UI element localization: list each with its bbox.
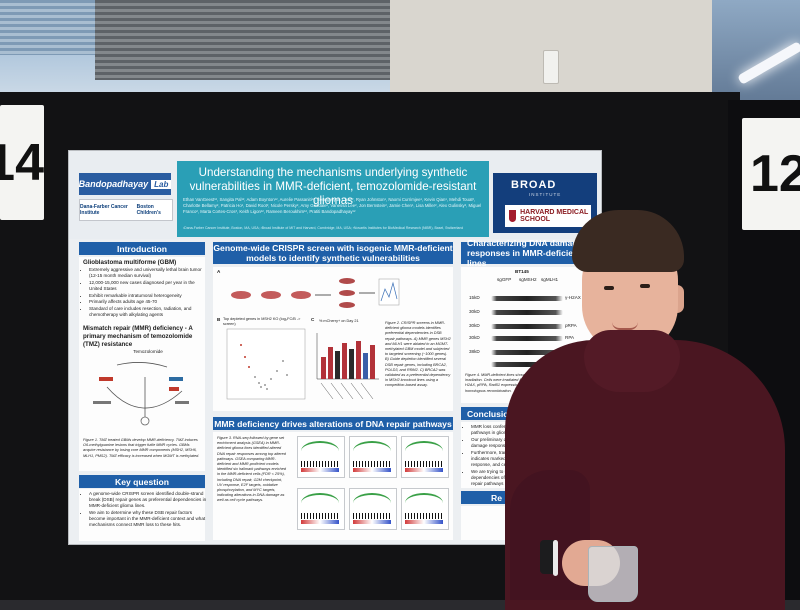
gsea-plot [401, 436, 449, 478]
crispr-screen-heading: Genome-wide CRISPR screen with isogenic … [213, 242, 453, 264]
broad-logo: BROAD [511, 179, 557, 191]
western-blot-band [491, 310, 563, 315]
window-blinds [95, 0, 390, 80]
band-protein: γ-H2AX [565, 295, 581, 300]
wall-sensor [543, 50, 559, 84]
key-question-bullets: A genome-wide CRISPR screen identified d… [81, 491, 209, 529]
band-kda: 30kD [469, 335, 480, 340]
gbm-bullet: Exhibit remarkable intratumoral heteroge… [89, 293, 209, 299]
introduction-heading: Introduction [79, 242, 205, 255]
western-blot-band [491, 296, 563, 301]
gbm-bullet: Primarily affects adults age 45-70 [89, 299, 209, 305]
key-question-bullet: A genome-wide CRISPR screen identified d… [89, 491, 209, 510]
western-blot-band [491, 362, 563, 367]
figure-1-caption: Figure 1. TMZ treated GBMs develop MMR-d… [83, 438, 200, 458]
key-question-heading: Key question [79, 475, 205, 488]
lane-label: sgMLH1 [541, 277, 559, 282]
booth-number-right: 12 [742, 118, 800, 230]
western-blot-band [491, 324, 563, 329]
research-poster: Bandopadhayay Lab Dana-Farber Cancer Ins… [68, 150, 602, 545]
mmr-title: Mismatch repair (MMR) deficiency - A pri… [83, 325, 193, 348]
references-panel [461, 506, 601, 540]
panel-label-b: B [217, 317, 221, 322]
conclusions-bullets: MMR loss confers preferential dependenci… [463, 424, 601, 488]
hms-logo-text: HARVARD MEDICAL SCHOOL [520, 209, 589, 223]
poster-title: Understanding the mechanisms underlying … [189, 166, 477, 207]
lab-logo-word: Lab [151, 179, 172, 189]
gbm-bullets: Extremely aggressive and universally let… [81, 267, 209, 319]
bar-chart-title: % mCherry+ on Day 21 [319, 319, 359, 323]
volcano-plot [226, 328, 306, 400]
dana-farber-logo: Dana-Farber Cancer Institute [80, 204, 128, 216]
conclusion-bullet: Our preliminary data suggest MMR-deficie… [471, 437, 601, 449]
booth-number-left: 14 [0, 105, 44, 220]
band-kda: 30kD [469, 323, 480, 328]
broad-logo-sub: INSTITUTE [529, 192, 562, 197]
poster-authors: Ethan VanGeest¹², Sangita Pal¹², Adam Bo… [183, 197, 482, 214]
poster-title-box: Understanding the mechanisms underlying … [177, 161, 489, 237]
key-question-bullet: We aim to determine why these DSB repair… [89, 510, 209, 529]
band-protein: β-actin [565, 361, 579, 366]
gbm-bullet: Extremely aggressive and universally let… [89, 267, 209, 279]
dna-damage-heading: Characterizing DNA damage responses in M… [461, 238, 601, 268]
figure-2-caption: Figure 2. CRISPR screens in MMR-deficien… [385, 321, 451, 388]
poster-header: Bandopadhayay Lab Dana-Farber Cancer Ins… [69, 151, 601, 239]
gsea-plot [349, 488, 397, 530]
key-question-panel: A genome-wide CRISPR screen identified d… [79, 489, 206, 541]
conclusion-bullet: Furthermore, transcriptional profiling o… [471, 450, 601, 469]
gbm-bullet: Standard of care includes resection, rad… [89, 306, 209, 318]
dna-damage-panel: BT145 sgGFP sgMSH2 sgMLH1 15kD γ-H2AX 30… [461, 267, 601, 403]
volcano-plot-title: Top depleted genes in MSH2 KO (log₂FC/B … [223, 317, 301, 327]
repair-heading: MMR deficiency drives alterations of DNA… [213, 417, 453, 430]
tmz-mechanism-diagram [93, 362, 189, 426]
conclusion-bullet: MMR loss confers preferential dependenci… [471, 424, 601, 436]
mcherry-bar-chart [316, 333, 379, 400]
poster-affiliations: ¹Dana-Farber Cancer Institute, Boston, M… [183, 226, 464, 230]
cell-line-label: BT145 [515, 269, 529, 274]
figure-3-caption: Figure 3. RNA-seq followed by gene set e… [217, 436, 287, 503]
gbm-title: Glioblastoma multiforme (GBM) [83, 259, 177, 266]
conclusions-heading: Conclusions & F [461, 407, 601, 420]
panel-label-a: A [217, 269, 221, 274]
lane-label: sgGFP [497, 277, 512, 282]
screen-workflow-diagram [231, 278, 400, 308]
institution-logos: Dana-Farber Cancer Institute Boston Chil… [79, 199, 173, 221]
band-protein: RPA [565, 335, 575, 340]
gsea-plot [297, 436, 345, 478]
band-protein: Rad51 [565, 349, 579, 354]
introduction-panel: Glioblastoma multiforme (GBM) Extremely … [79, 257, 205, 471]
lab-logo-name: Bandopadhayay [78, 179, 149, 189]
repair-panel: Figure 3. RNA-seq followed by gene set e… [213, 432, 453, 540]
sponsor-logos: BROAD INSTITUTE HARVARD MEDICAL SCHOOL [493, 173, 597, 233]
gsea-plot [349, 436, 397, 478]
western-blot-band [491, 350, 563, 355]
band-protein: pRPA [565, 323, 577, 328]
band-kda: 30kD [469, 309, 480, 314]
gsea-plot [401, 488, 449, 530]
panel-label-c: C [311, 317, 315, 322]
boston-childrens-logo: Boston Children's [136, 204, 161, 216]
hms-logo: HARVARD MEDICAL SCHOOL [505, 205, 591, 227]
crispr-screen-panel: A B Top depleted genes in MSH2 KO (log₂F… [213, 267, 453, 411]
window-blinds-left [0, 0, 95, 55]
gbm-bullet: 12,000-15,000 new cases diagnosed per ye… [89, 280, 209, 292]
conclusion-bullet: We are trying to understand the mechanis… [471, 469, 601, 488]
lane-label: sgMSH2 [519, 277, 537, 282]
harvard-shield-icon [509, 210, 517, 222]
gsea-plot [297, 488, 345, 530]
band-kda: 38kD [469, 349, 480, 354]
figure-4-caption: Figure 4. MMR-deficient lines show diffe… [465, 373, 594, 393]
references-heading: Re [461, 491, 601, 504]
band-kda: 15kD [469, 295, 480, 300]
tmz-diagram-label: Temozolomide [133, 349, 163, 354]
western-blot-band [491, 336, 563, 341]
lab-logo: Bandopadhayay Lab [78, 173, 172, 195]
conclusions-panel: MMR loss confers preferential dependenci… [461, 422, 601, 488]
